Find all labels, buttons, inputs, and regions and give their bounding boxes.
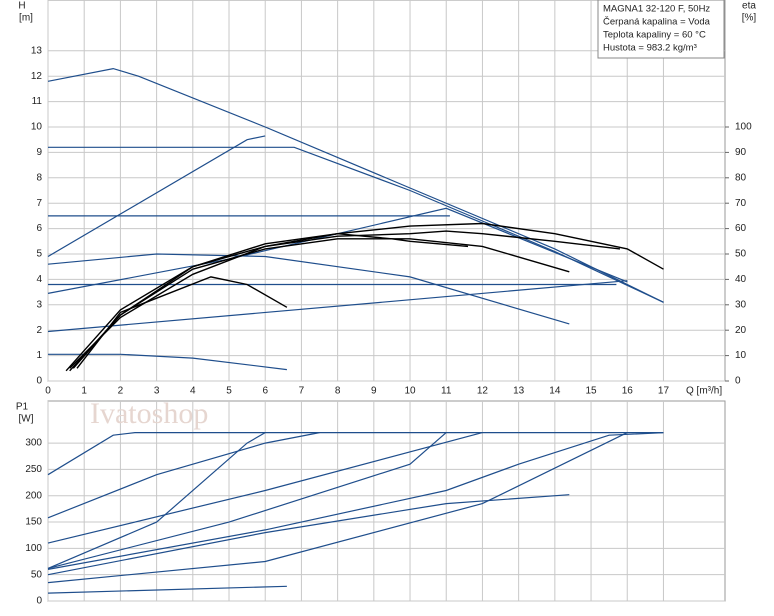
- curve: [47, 432, 664, 570]
- y-axis-unit: [m]: [19, 13, 33, 24]
- x-tick-label: 6: [262, 386, 268, 397]
- x-tick-label: 11: [441, 386, 452, 397]
- curve: [47, 253, 570, 325]
- x-tick-label: 10: [404, 386, 416, 397]
- y-tick-label: 1: [36, 350, 42, 361]
- y-tick-label: 100: [25, 543, 42, 554]
- y2-tick-label: 50: [735, 249, 747, 260]
- y2-tick-label: 40: [735, 274, 747, 285]
- y-tick-label: 2: [36, 325, 42, 336]
- y-tick-label: 11: [32, 96, 43, 107]
- plot-area: [47, 400, 726, 602]
- curve: [47, 432, 628, 584]
- x-tick-label: 0: [45, 386, 51, 397]
- curve: [65, 230, 621, 372]
- x-tick-label: 16: [622, 386, 634, 397]
- curve: [47, 67, 664, 303]
- x-tick-label: 7: [299, 386, 305, 397]
- y-tick-label: 0: [36, 376, 42, 387]
- info-line: MAGNA1 32-120 F, 50Hz: [603, 4, 710, 15]
- y2-tick-label: 10: [735, 350, 747, 361]
- y-tick-label: 300: [25, 438, 42, 449]
- y2-axis-label: eta: [742, 1, 756, 12]
- info-line: Čerpaná kapalina = Voda: [603, 17, 711, 28]
- y-axis-label: H: [18, 1, 25, 12]
- y2-tick-label: 100: [735, 122, 752, 133]
- curve: [47, 135, 266, 258]
- y-tick-label: 150: [25, 517, 42, 528]
- x-tick-label: 15: [585, 386, 597, 397]
- y-axis-unit: [W]: [19, 414, 34, 425]
- curve: [47, 432, 447, 569]
- curve: [47, 280, 628, 333]
- y2-axis-unit: [%]: [742, 13, 757, 24]
- y-tick-label: 250: [25, 464, 42, 475]
- y-tick-label: 0: [36, 596, 42, 607]
- info-line: Hustota = 983.2 kg/m³: [603, 43, 697, 54]
- x-tick-label: 4: [190, 386, 196, 397]
- curve: [47, 432, 483, 544]
- y-tick-label: 12: [31, 71, 43, 82]
- curve: [47, 494, 570, 576]
- curve: [47, 432, 320, 519]
- y-tick-label: 6: [36, 223, 42, 234]
- y-tick-label: 10: [31, 122, 43, 133]
- y-tick-label: 3: [36, 299, 42, 310]
- y2-tick-label: 0: [735, 376, 741, 387]
- info-box: [597, 0, 725, 59]
- curve: [76, 276, 288, 369]
- x-tick-label: 12: [477, 386, 489, 397]
- y2-tick-label: 70: [735, 198, 747, 209]
- x-tick-label: 17: [658, 386, 670, 397]
- x-tick-label: 2: [118, 386, 124, 397]
- y-tick-label: 5: [36, 249, 42, 260]
- y-tick-label: 50: [31, 569, 43, 580]
- x-tick-label: 8: [335, 386, 341, 397]
- x-tick-label: 9: [371, 386, 377, 397]
- x-tick-label: 3: [154, 386, 160, 397]
- x-axis-label: Q [m³/h]: [686, 386, 722, 397]
- y-tick-label: 8: [36, 172, 42, 183]
- curve: [69, 222, 664, 369]
- y2-tick-label: 60: [735, 223, 747, 234]
- curve: [47, 432, 664, 476]
- curve: [47, 585, 287, 594]
- y-axis-label: P1: [16, 402, 29, 413]
- y2-tick-label: 90: [735, 147, 747, 158]
- x-tick-label: 1: [81, 386, 87, 397]
- y-tick-label: 4: [36, 274, 42, 285]
- x-tick-label: 13: [513, 386, 525, 397]
- curve: [47, 432, 266, 569]
- y2-tick-label: 30: [735, 299, 747, 310]
- y-tick-label: 7: [36, 198, 42, 209]
- y-tick-label: 200: [25, 490, 42, 501]
- y2-tick-label: 80: [735, 172, 747, 183]
- watermark: Ivatoshop: [90, 397, 208, 430]
- y2-tick-label: 20: [735, 325, 747, 336]
- x-tick-label: 14: [549, 386, 561, 397]
- y-tick-label: 13: [31, 45, 43, 56]
- x-tick-label: 5: [226, 386, 232, 397]
- info-line: Teplota kapaliny = 60 °C: [603, 30, 706, 41]
- y-tick-label: 9: [36, 147, 42, 158]
